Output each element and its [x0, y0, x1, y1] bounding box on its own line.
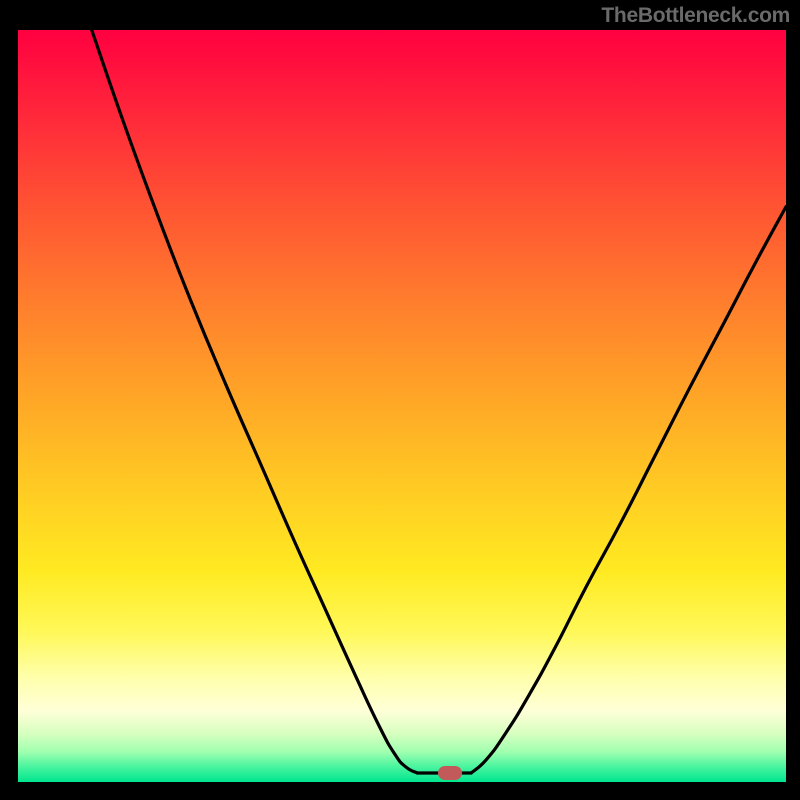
watermark-text: TheBottleneck.com — [601, 4, 790, 28]
chart-plot-area — [18, 30, 786, 782]
chart-curve-svg — [18, 30, 786, 782]
chart-optimum-marker — [438, 766, 462, 780]
